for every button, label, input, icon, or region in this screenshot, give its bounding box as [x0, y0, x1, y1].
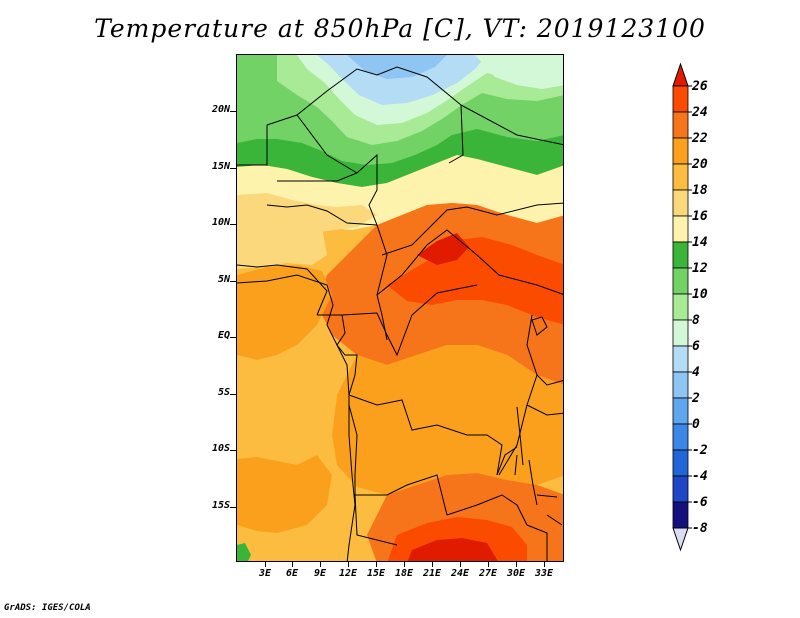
tick-lon-27e [488, 561, 489, 567]
lon-label-3e: 3E [258, 568, 272, 579]
lon-label-27e: 27E [478, 568, 498, 579]
lon-label-18e: 18E [394, 568, 414, 579]
colorbar-segment [672, 345, 689, 373]
tick-lon-18e [404, 561, 405, 567]
colorbar-segment [672, 397, 689, 425]
lon-label-24e: 24E [450, 568, 470, 579]
field-red-south [407, 538, 498, 561]
temperature-map [236, 54, 564, 562]
colorbar-segment [672, 215, 689, 243]
colorbar-label-6: 6 [692, 339, 700, 354]
colorbar-label-12: 12 [692, 261, 708, 276]
colorbar-label-0: 0 [692, 417, 700, 432]
colorbar-label-20: 20 [692, 157, 708, 172]
tick-lon-15e [376, 561, 377, 567]
lon-label-9e: 9E [313, 568, 327, 579]
colorbar-label-16: 16 [692, 209, 708, 224]
colorbar-segment [672, 241, 689, 269]
lon-label-21e: 21E [422, 568, 442, 579]
tick-lon-12e [348, 561, 349, 567]
map-svg [237, 55, 563, 561]
colorbar-segment [672, 85, 689, 113]
colorbar-label-14: 14 [692, 235, 708, 250]
colorbar-label-10: 10 [692, 287, 708, 302]
lat-label-15n: 15N [211, 161, 230, 172]
tick-lon-21e [432, 561, 433, 567]
colorbar-segment [672, 371, 689, 399]
colorbar-label-24: 24 [692, 105, 708, 120]
lat-label-5s: 5S [217, 387, 230, 398]
colorbar-segment [672, 501, 689, 529]
field-amber-west [237, 265, 332, 360]
lon-label-30e: 30E [506, 568, 526, 579]
colorbar-top-arrow [672, 62, 689, 87]
colorbar-segment [672, 319, 689, 347]
colorbar-segment [672, 189, 689, 217]
colorbar-segment [672, 449, 689, 477]
colorbar-segment [672, 293, 689, 321]
field-lightblue [317, 55, 487, 105]
colorbar-label-26: 26 [692, 79, 708, 94]
tick-lat-15s [230, 507, 236, 508]
tick-lat-5n [230, 281, 236, 282]
field-green-sw [237, 543, 251, 561]
colorbar-segment [672, 267, 689, 295]
tick-lon-3e [265, 561, 266, 567]
colorbar-segment [672, 475, 689, 503]
colorbar-label-neg2: -2 [692, 443, 708, 458]
tick-lat-15n [230, 168, 236, 169]
field-gold-west [237, 345, 337, 465]
field-yellow-west [237, 223, 327, 269]
colorbar-label-neg8: -8 [692, 521, 708, 536]
colorbar-label-neg4: -4 [692, 469, 708, 484]
colorbar-label-2: 2 [692, 391, 700, 406]
field-amber-sw [237, 455, 332, 533]
tick-lon-6e [292, 561, 293, 567]
colorbar-segment [672, 163, 689, 191]
footer-credit: GrADS: IGES/COLA [4, 603, 91, 613]
tick-lat-5s [230, 394, 236, 395]
lakes [514, 316, 563, 526]
lat-label-20n: 20N [211, 104, 230, 115]
colorbar-bottom-arrow [672, 527, 689, 552]
lon-label-33e: 33E [534, 568, 554, 579]
field-amber-south [332, 345, 563, 495]
lat-label-15s: 15S [211, 500, 230, 511]
lat-label-10s: 10S [211, 443, 230, 454]
colorbar-segment [672, 423, 689, 451]
tick-lat-20n [230, 111, 236, 112]
tick-lon-9e [320, 561, 321, 567]
lon-label-6e: 6E [285, 568, 299, 579]
colorbar-segment [672, 111, 689, 139]
colorbar-label-8: 8 [692, 313, 700, 328]
tick-lat-eq [230, 337, 236, 338]
field-mint-east [475, 55, 563, 89]
lat-label-eq: EQ [217, 330, 230, 341]
field-red-north [417, 233, 469, 265]
lat-label-10n: 10N [211, 217, 230, 228]
colorbar-label-22: 22 [692, 131, 708, 146]
tick-lon-33e [544, 561, 545, 567]
chart-title: Temperature at 850hPa [C], VT: 201912310… [94, 14, 706, 43]
tick-lat-10s [230, 450, 236, 451]
lon-label-12e: 12E [338, 568, 358, 579]
tick-lon-24e [460, 561, 461, 567]
tick-lat-10n [230, 224, 236, 225]
lat-label-5n: 5N [217, 274, 230, 285]
coastline [237, 274, 356, 561]
colorbar-label-4: 4 [692, 365, 700, 380]
colorbar-label-18: 18 [692, 183, 708, 198]
tick-lon-30e [516, 561, 517, 567]
colorbar-segment [672, 137, 689, 165]
country-borders [237, 66, 563, 561]
colorbar-label-neg6: -6 [692, 495, 708, 510]
lon-label-15e: 15E [366, 568, 386, 579]
